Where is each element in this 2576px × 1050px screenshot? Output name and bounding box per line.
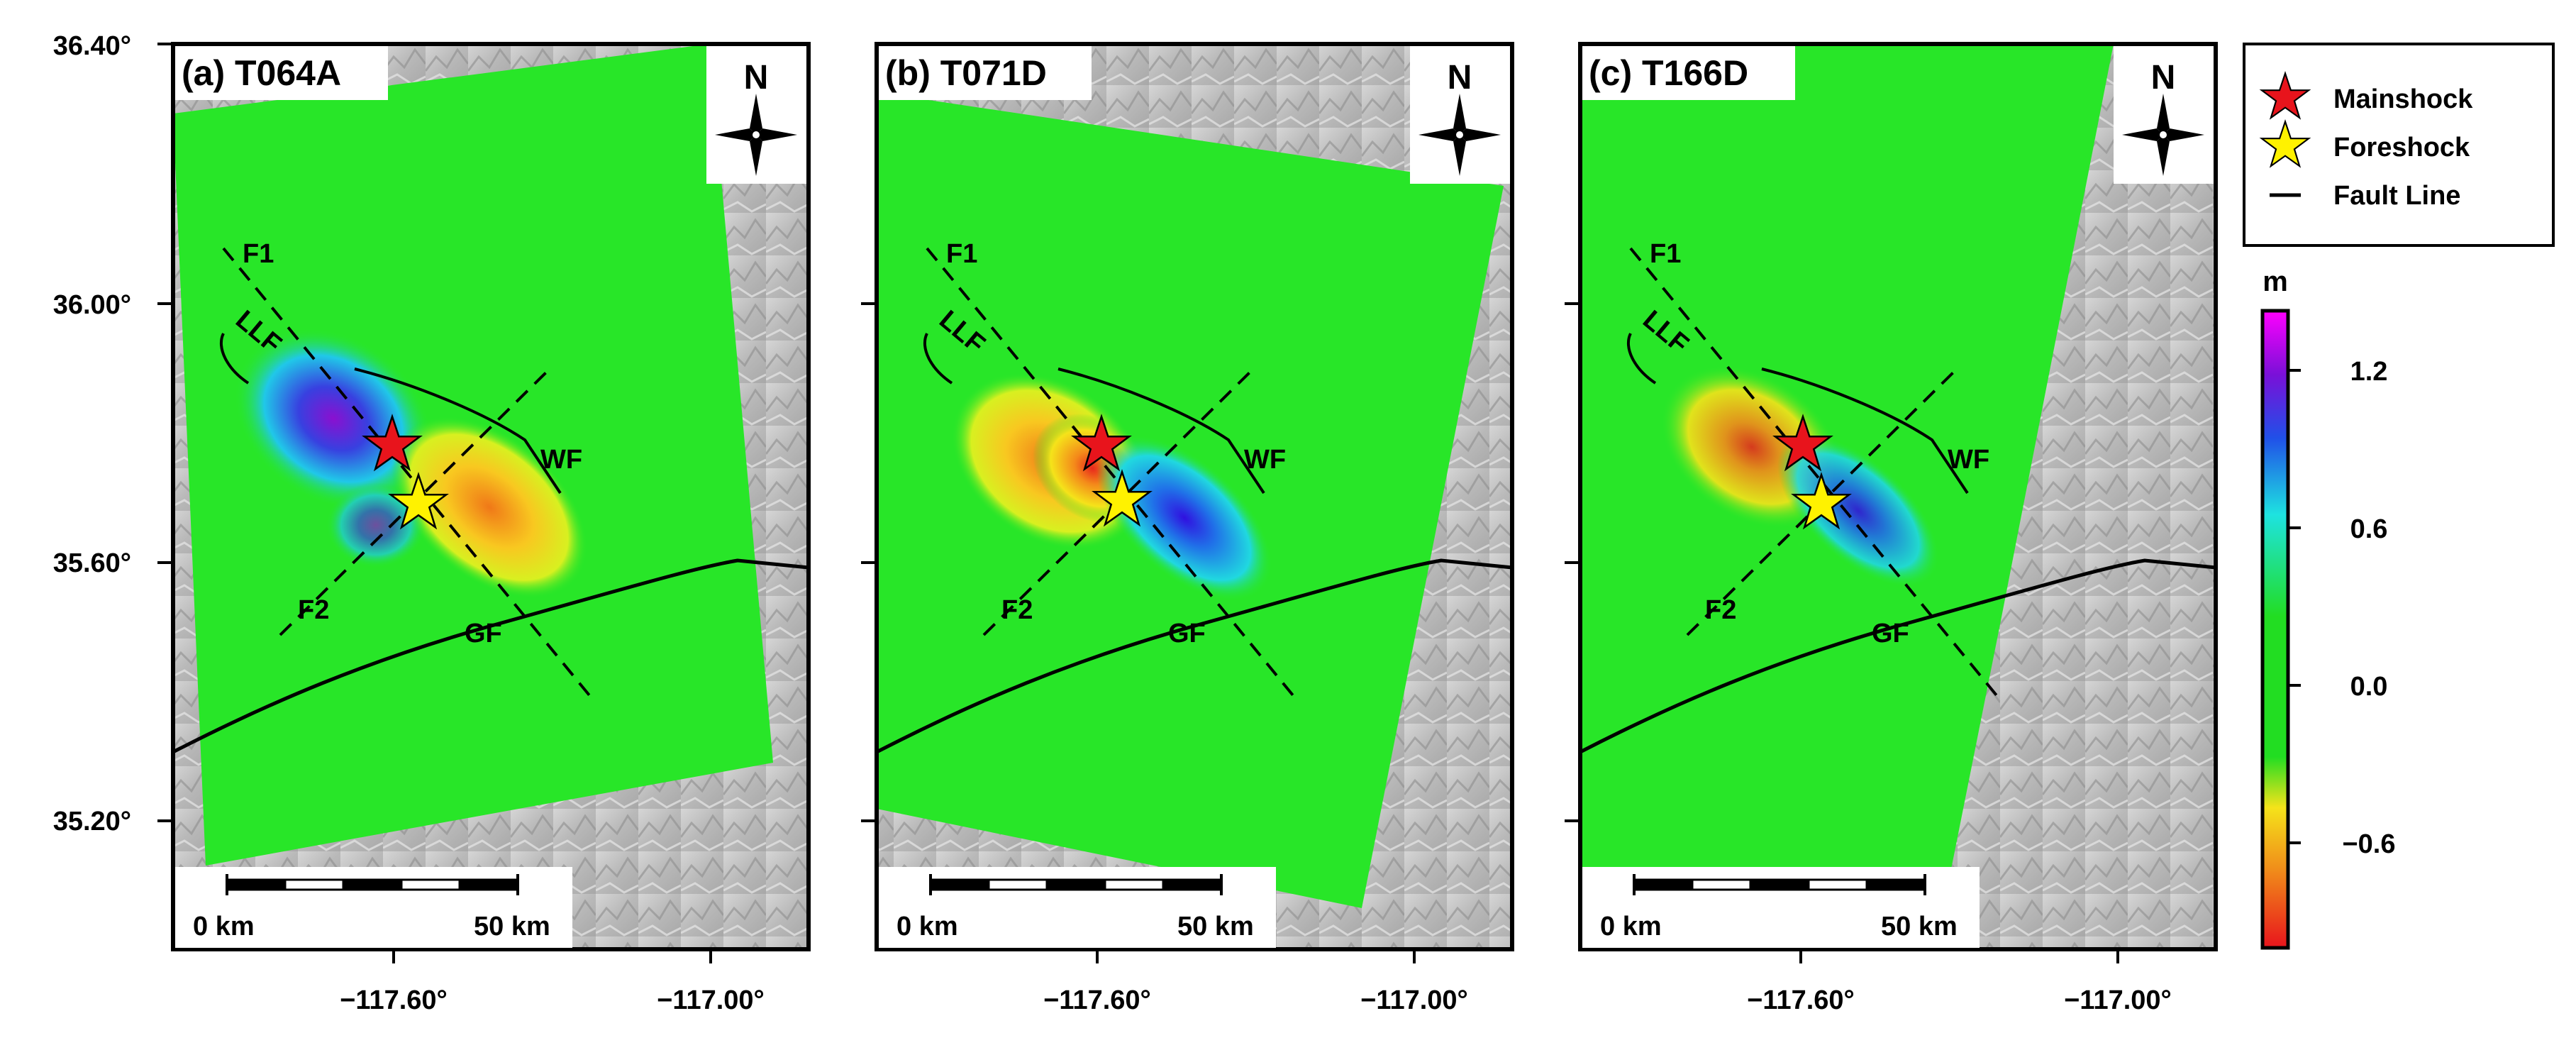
- north-label: N: [744, 59, 769, 96]
- llf-fault-line: [1626, 333, 1657, 385]
- scale-bar-left-label: 0 km: [896, 912, 958, 941]
- scale-bar-left-label: 0 km: [193, 912, 255, 941]
- y-tick-label: 35.60°: [53, 548, 131, 578]
- colorbar-tick-label: 0.0: [2350, 672, 2388, 702]
- garlock-fault-line: [172, 558, 809, 754]
- panel-c: [1580, 44, 2216, 949]
- wf-fault-line: [1057, 368, 1265, 494]
- panel-title-box: [175, 46, 388, 100]
- label-f1: F1: [243, 239, 274, 269]
- deformation-lobe-b3: [1097, 435, 1272, 601]
- scale-bar-right-label: 50 km: [1881, 912, 1958, 941]
- llf-fault-line: [219, 333, 250, 385]
- y-tick-label: 36.00°: [53, 290, 131, 320]
- x-tick-label: −117.60°: [340, 985, 448, 1015]
- panel-title: (b) T071D: [885, 53, 1047, 93]
- y-tick-label: 36.40°: [53, 31, 131, 61]
- north-label: N: [1448, 59, 1472, 96]
- frame-a: [171, 42, 811, 951]
- legend-label-mainshock: Mainshock: [2333, 84, 2473, 114]
- deformation-lobe-a3: [326, 482, 426, 568]
- label-f2: F2: [1705, 595, 1736, 625]
- x-tick-label: −117.60°: [1747, 985, 1855, 1015]
- colorbar-tick-label: 1.2: [2350, 357, 2388, 387]
- panel-b: [877, 44, 1512, 949]
- panel-title: (c) T166D: [1589, 53, 1748, 93]
- label-wf: WF: [540, 445, 582, 475]
- label-gf: GF: [1872, 619, 1909, 648]
- scale-bar-icon: [226, 874, 519, 895]
- label-wf: WF: [1948, 445, 1989, 475]
- wf-fault-line: [354, 368, 562, 494]
- f1-dashed-line: [222, 247, 594, 700]
- north-arrow-icon: [2122, 94, 2204, 176]
- x-axis: −117.60° −117.00° −117.60° −117.00° −117…: [340, 949, 2172, 1015]
- label-f1: F1: [946, 239, 977, 269]
- x-tick-label: −117.60°: [1043, 985, 1151, 1015]
- frame-c: [1578, 42, 2218, 951]
- legend-label-fault-line: Fault Line: [2333, 181, 2460, 211]
- frame-b: [875, 42, 1514, 951]
- colorbar-ramp: [2260, 309, 2290, 950]
- x-tick-label: −117.00°: [1360, 985, 1468, 1015]
- panel-title-box: [879, 46, 1092, 100]
- legend: Mainshock Foreshock Fault Line: [2243, 43, 2555, 247]
- panel-title: (a) T064A: [182, 53, 341, 93]
- label-f2: F2: [1001, 595, 1033, 625]
- llf-fault-line: [923, 333, 953, 385]
- y-tick-label: 35.20°: [53, 807, 131, 836]
- f1-dashed-line: [1629, 247, 2001, 700]
- scale-bar-icon: [1633, 874, 1926, 895]
- x-tick-label: −117.00°: [657, 985, 765, 1015]
- label-wf: WF: [1244, 445, 1286, 475]
- scale-bar-right-label: 50 km: [1177, 912, 1254, 941]
- deformation-lobe-c2: [1777, 434, 1940, 587]
- north-label: N: [2151, 59, 2176, 96]
- garlock-fault-line: [875, 558, 1513, 754]
- scale-bar-right-label: 50 km: [474, 912, 550, 941]
- garlock-fault-line: [1579, 558, 2216, 754]
- north-arrow-icon: [1419, 94, 1501, 176]
- y-axis: 36.40° 36.00° 35.60° 35.20°: [53, 31, 1580, 836]
- colorbar: m 1.2 0.6 0.0 −0.6: [2260, 266, 2396, 950]
- label-gf: GF: [1168, 619, 1206, 648]
- panel-title-box: [1582, 46, 1795, 100]
- legend-label-foreshock: Foreshock: [2333, 133, 2470, 162]
- label-gf: GF: [465, 619, 502, 648]
- scale-bar-left-label: 0 km: [1600, 912, 1662, 941]
- north-arrow-icon: [715, 94, 797, 176]
- colorbar-unit: m: [2263, 266, 2288, 297]
- colorbar-tick-label: 0.6: [2350, 514, 2388, 544]
- colorbar-tick-label: −0.6: [2342, 829, 2395, 859]
- scale-bar-icon: [929, 874, 1223, 895]
- label-f1: F1: [1650, 239, 1681, 269]
- panel-a: [173, 44, 809, 949]
- f1-dashed-line: [926, 247, 1297, 700]
- x-tick-label: −117.00°: [2064, 985, 2172, 1015]
- label-f2: F2: [298, 595, 329, 625]
- wf-fault-line: [1761, 368, 1969, 494]
